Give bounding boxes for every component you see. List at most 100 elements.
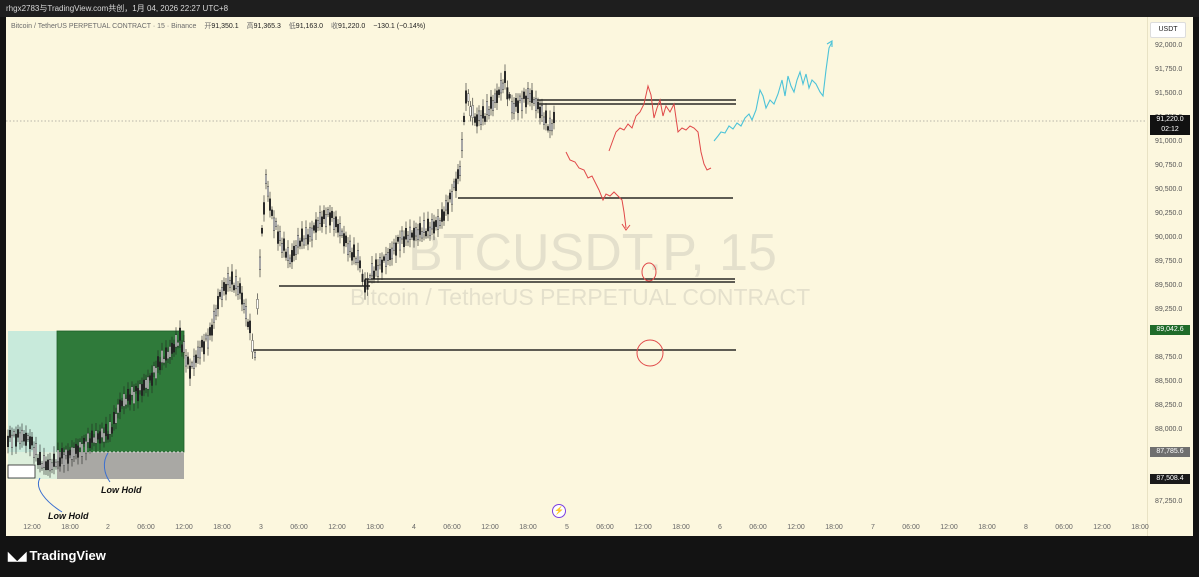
candle-body[interactable]: [439, 220, 442, 226]
candle-body[interactable]: [214, 308, 217, 317]
candle-body[interactable]: [535, 98, 538, 111]
candle-body[interactable]: [541, 105, 544, 116]
candle-body[interactable]: [39, 451, 42, 465]
candle-body[interactable]: [124, 398, 127, 406]
candle-body[interactable]: [407, 234, 410, 243]
candle-body[interactable]: [226, 273, 229, 286]
candle-body[interactable]: [321, 216, 324, 227]
symbol-description[interactable]: Bitcoin / TetherUS PERPETUAL CONTRACT · …: [11, 23, 197, 30]
candle-body[interactable]: [156, 356, 159, 367]
candle-body[interactable]: [463, 115, 466, 123]
candle-body[interactable]: [387, 252, 390, 261]
candle-body[interactable]: [325, 214, 328, 228]
candle-body[interactable]: [126, 388, 129, 401]
candle-body[interactable]: [373, 270, 376, 279]
candle-body[interactable]: [200, 339, 203, 348]
candle-body[interactable]: [251, 340, 254, 353]
candle-body[interactable]: [94, 430, 97, 444]
candle-body[interactable]: [311, 227, 314, 241]
candle-body[interactable]: [68, 449, 71, 456]
candle-body[interactable]: [395, 242, 398, 256]
candle-body[interactable]: [269, 198, 272, 211]
candle-body[interactable]: [259, 256, 262, 270]
candle-body[interactable]: [55, 461, 58, 468]
candle-body[interactable]: [224, 283, 227, 295]
candle-body[interactable]: [508, 94, 511, 99]
candle-body[interactable]: [86, 433, 89, 443]
candle-body[interactable]: [154, 367, 157, 379]
candle-body[interactable]: [423, 220, 426, 233]
candle-body[interactable]: [337, 223, 340, 233]
candle-body[interactable]: [317, 220, 320, 228]
candle-body[interactable]: [63, 454, 66, 466]
candle-body[interactable]: [381, 259, 384, 273]
candle-body[interactable]: [484, 116, 487, 122]
candle-body[interactable]: [33, 447, 36, 458]
candle-body[interactable]: [427, 218, 430, 232]
candle-body[interactable]: [12, 430, 15, 436]
candle-body[interactable]: [543, 116, 546, 125]
candle-body[interactable]: [383, 256, 386, 261]
candle-body[interactable]: [537, 101, 540, 110]
candle-body[interactable]: [134, 386, 137, 392]
candle-body[interactable]: [180, 344, 183, 353]
candle-body[interactable]: [23, 434, 26, 442]
candle-body[interactable]: [461, 138, 464, 152]
candle-body[interactable]: [500, 80, 503, 94]
candle-body[interactable]: [265, 174, 268, 184]
candle-body[interactable]: [511, 101, 514, 114]
candle-body[interactable]: [281, 243, 284, 253]
candle-body[interactable]: [120, 400, 123, 407]
candle-body[interactable]: [397, 237, 400, 242]
candle-body[interactable]: [285, 251, 288, 258]
candle-body[interactable]: [391, 247, 394, 260]
current-price-tag[interactable]: 91,220.0 02:12: [1150, 115, 1190, 135]
currency-button[interactable]: USDT: [1150, 22, 1186, 38]
candle-body[interactable]: [146, 376, 149, 390]
candle-body[interactable]: [443, 211, 446, 221]
candle-body[interactable]: [202, 341, 205, 355]
candle-body[interactable]: [152, 365, 155, 373]
candle-body[interactable]: [6, 435, 9, 448]
candle-body[interactable]: [234, 276, 237, 290]
candle-body[interactable]: [515, 98, 518, 107]
candle-body[interactable]: [25, 432, 28, 446]
candle-body[interactable]: [190, 362, 193, 367]
bullish-scenario-path[interactable]: [713, 41, 833, 142]
candle-body[interactable]: [445, 200, 448, 211]
candle-body[interactable]: [341, 230, 344, 236]
candle-body[interactable]: [506, 87, 509, 100]
candle-body[interactable]: [551, 123, 554, 132]
candle-body[interactable]: [447, 202, 450, 215]
candle-body[interactable]: [271, 209, 274, 216]
candle-body[interactable]: [253, 352, 256, 358]
candle-body[interactable]: [174, 334, 177, 348]
low-hold-label-2[interactable]: Low Hold: [101, 485, 142, 495]
candle-body[interactable]: [164, 347, 167, 361]
candle-body[interactable]: [371, 263, 374, 277]
candle-body[interactable]: [474, 116, 477, 123]
candle-body[interactable]: [220, 287, 223, 300]
candle-body[interactable]: [66, 450, 69, 464]
candle-body[interactable]: [403, 236, 406, 248]
target-circle-lower[interactable]: [636, 339, 664, 367]
candle-body[interactable]: [35, 443, 38, 455]
candle-body[interactable]: [88, 438, 91, 449]
candle-body[interactable]: [98, 431, 101, 444]
symbol-legend[interactable]: Bitcoin / TetherUS PERPETUAL CONTRACT · …: [11, 21, 425, 31]
candle-body[interactable]: [351, 252, 354, 261]
candle-body[interactable]: [459, 166, 462, 176]
candle-body[interactable]: [64, 449, 67, 456]
candle-body[interactable]: [104, 423, 107, 437]
candle-body[interactable]: [315, 219, 318, 233]
candle-body[interactable]: [236, 286, 239, 295]
candle-body[interactable]: [480, 115, 483, 125]
candle-body[interactable]: [263, 202, 266, 215]
candle-body[interactable]: [267, 186, 270, 197]
candle-body[interactable]: [196, 346, 199, 358]
candle-body[interactable]: [379, 257, 382, 266]
candle-body[interactable]: [547, 126, 550, 131]
candle-body[interactable]: [273, 217, 276, 231]
candle-body[interactable]: [347, 243, 350, 256]
candle-body[interactable]: [212, 310, 215, 323]
